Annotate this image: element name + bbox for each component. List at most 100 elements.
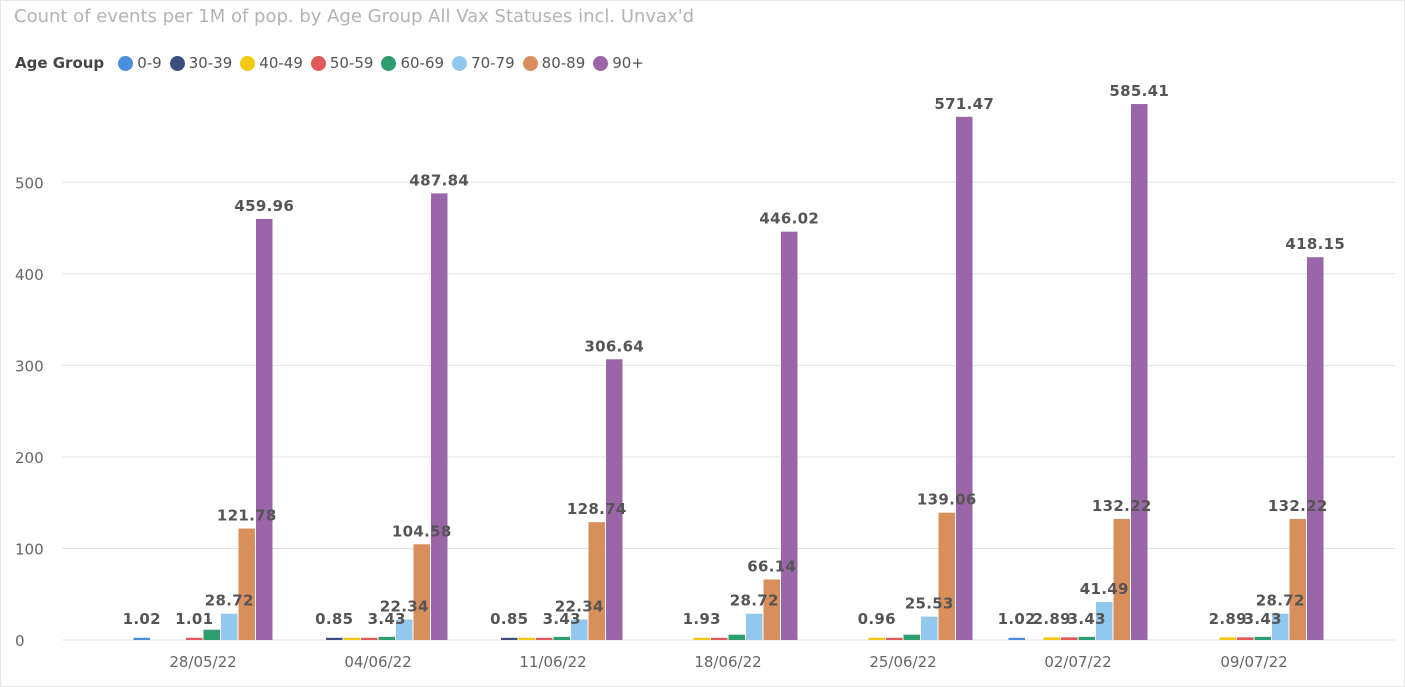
bar-50-59-09/07/22 [1237,637,1254,640]
bar-90+-02/07/22 [1131,104,1148,641]
legend-label: 0-9 [137,54,162,72]
x-tick-label: 04/06/22 [344,653,411,671]
data-label: 0.85 [490,610,528,628]
legend: Age Group 0-9 30-39 40-49 50-59 60-69 70-79 80… [15,52,652,74]
data-label: 66.14 [747,557,796,575]
legend-marker [310,55,326,71]
bar-50-59-18/06/22 [711,637,728,640]
bar-70-79-02/07/22 [1096,602,1113,640]
data-label: 28.72 [205,592,254,610]
bar-50-59-02/07/22 [1061,637,1078,640]
x-tick-label: 09/07/22 [1220,653,1287,671]
data-label: 3.43 [368,610,406,628]
bar-60-69-18/06/22 [728,634,745,640]
bar-60-69-04/06/22 [378,636,395,640]
legend-marker [593,55,609,71]
bar-60-69-11/06/22 [553,636,570,640]
legend-marker [169,55,185,71]
x-tick-label: 02/07/22 [1044,653,1111,671]
data-label: 418.15 [1285,235,1345,253]
legend-item-40-49[interactable]: 40-49 [240,54,303,72]
legend-item-90+[interactable]: 90+ [593,54,644,72]
legend-item-0-9[interactable]: 0-9 [118,54,162,72]
data-label: 1.01 [175,610,213,628]
y-tick-label: 100 [15,540,44,558]
bar-50-59-04/06/22 [361,637,378,640]
legend-item-30-39[interactable]: 30-39 [169,54,233,72]
data-label: 28.72 [730,592,779,610]
data-label: 41.49 [1080,580,1129,598]
bar-70-79-11/06/22 [571,619,588,640]
bar-90+-28/05/22 [256,218,273,640]
legend-label: 30-39 [188,54,233,72]
bar-90+-18/06/22 [781,231,798,640]
data-label: 0.96 [858,610,896,628]
bar-90+-04/06/22 [431,193,448,640]
bar-40-49-04/06/22 [343,637,360,640]
legend-marker [452,55,468,71]
data-label: 139.06 [917,491,977,509]
data-label: 306.64 [584,337,644,355]
legend-item-50-59[interactable]: 50-59 [310,54,373,72]
data-label: 1.02 [123,610,161,628]
bar-60-69-09/07/22 [1254,636,1271,640]
y-tick-label: 500 [15,174,44,192]
data-label: 25.53 [905,595,954,613]
data-label: 2.89 [1033,610,1071,628]
bar-50-59-11/06/22 [536,637,553,640]
bar-70-79-04/06/22 [396,619,413,640]
bar-40-49-25/06/22 [868,637,885,640]
bar-90+-25/06/22 [956,116,973,640]
bar-70-79-25/06/22 [921,616,938,640]
bar-80-89-28/05/22 [238,528,255,640]
legend-marker [381,55,397,71]
data-label: 28.72 [1256,592,1305,610]
bar-60-69-25/06/22 [903,634,920,640]
bar-80-89-11/06/22 [588,522,605,640]
data-label: 121.78 [217,507,277,525]
bar-80-89-04/06/22 [413,544,430,640]
legend-marker [522,55,538,71]
bar-40-49-11/06/22 [518,637,535,640]
bar-80-89-02/07/22 [1113,518,1130,640]
bar-30-39-11/06/22 [501,637,518,640]
data-label: 128.74 [567,500,627,518]
legend-item-70-79[interactable]: 70-79 [452,54,515,72]
data-label: 22.34 [555,598,604,616]
legend-marker [240,55,256,71]
data-label: 22.34 [380,598,429,616]
data-label: 2.89 [1209,610,1247,628]
y-tick-label: 400 [15,266,44,284]
data-label: 132.22 [1268,497,1328,515]
bar-50-59-25/06/22 [886,637,903,640]
bar-80-89-18/06/22 [763,579,780,640]
data-label: 3.43 [1244,610,1282,628]
legend-item-80-89[interactable]: 80-89 [522,54,586,72]
data-label: 3.43 [543,610,581,628]
legend-marker [118,55,134,71]
bar-70-79-09/07/22 [1272,613,1289,640]
bar-90+-09/07/22 [1307,257,1324,640]
legend-label: 70-79 [471,54,515,72]
y-tick-label: 200 [15,449,44,467]
chart-title: Count of events per 1M of pop. by Age Gr… [14,6,695,27]
x-tick-label: 25/06/22 [869,653,936,671]
data-label: 1.93 [683,610,721,628]
legend-item-60-69[interactable]: 60-69 [381,54,444,72]
bar-0-9-28/05/22 [133,637,150,640]
x-tick-label: 11/06/22 [519,653,586,671]
data-label: 571.47 [934,95,994,113]
legend-label: 80-89 [541,54,586,72]
legend-label: 40-49 [259,54,303,72]
x-tick-label: 28/05/22 [169,653,236,671]
bar-40-49-09/07/22 [1219,637,1236,640]
bar-40-49-18/06/22 [693,637,710,640]
bar-50-59-28/05/22 [186,637,203,640]
bar-30-39-04/06/22 [326,637,343,640]
bar-60-69-28/05/22 [203,629,220,640]
data-label: 459.96 [234,197,294,215]
bar-80-89-25/06/22 [938,512,955,640]
y-tick-label: 0 [15,632,25,650]
data-label: 104.58 [392,522,452,540]
